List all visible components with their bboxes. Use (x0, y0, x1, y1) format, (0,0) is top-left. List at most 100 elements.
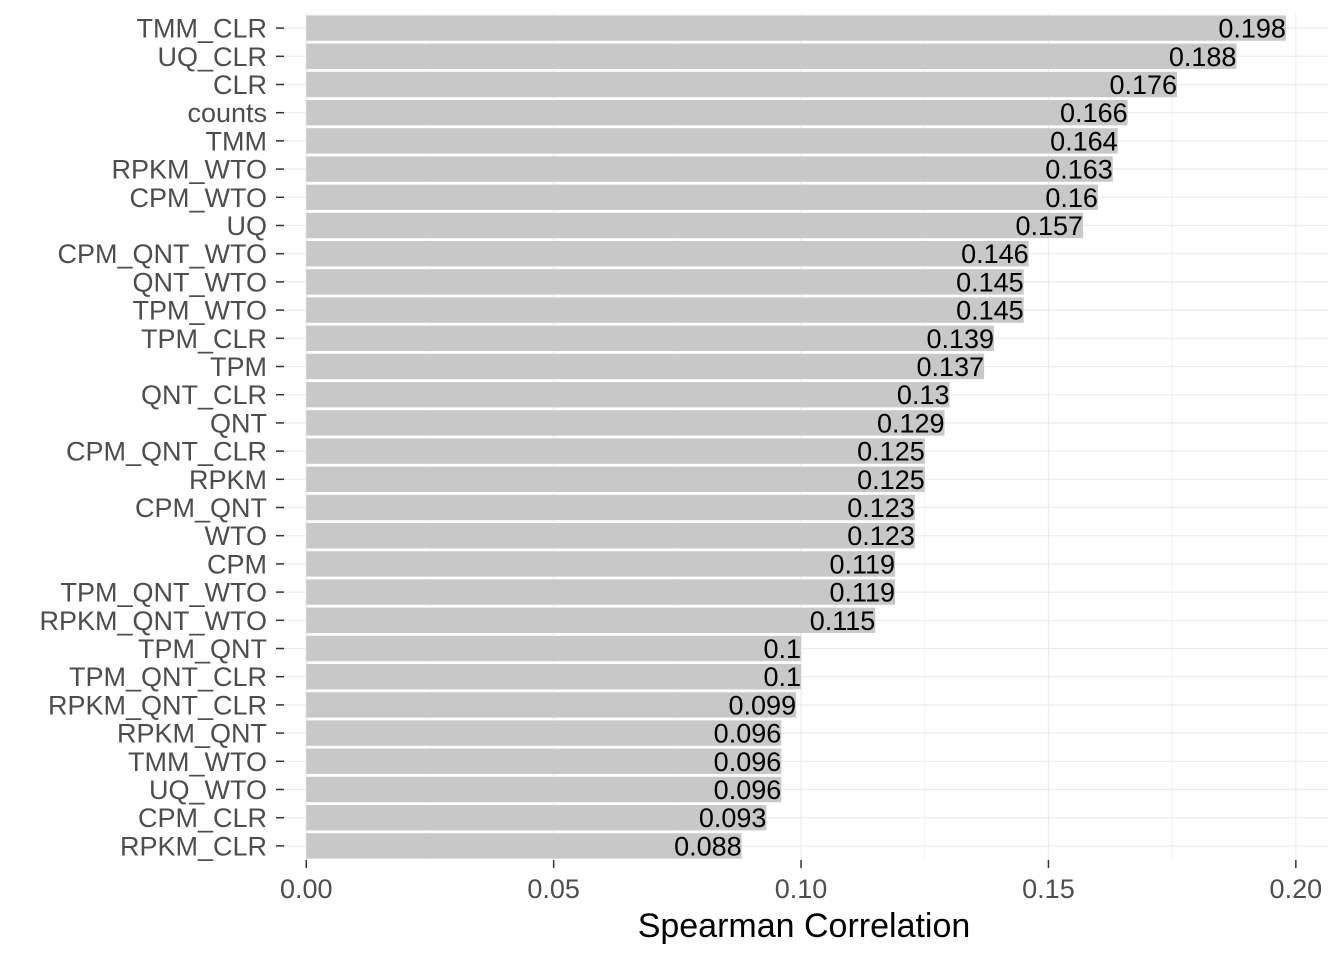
y-tick-label: TPM_QNT_WTO (60, 578, 267, 608)
value-label: 0.096 (714, 775, 782, 805)
y-tick-label: UQ (227, 211, 268, 241)
value-label: 0.188 (1169, 42, 1237, 72)
bar-tmm-clr (306, 15, 1286, 41)
y-tick-label: TMM_WTO (128, 747, 267, 777)
value-label: 0.115 (810, 606, 876, 636)
y-tick-label: TPM_CLR (141, 324, 267, 354)
value-label: 0.145 (956, 296, 1024, 326)
value-label: 0.1 (764, 634, 802, 664)
bar-tpm-wto (306, 297, 1024, 323)
bar-tpm (306, 353, 985, 380)
y-tick-label: QNT (210, 408, 267, 438)
value-label: 0.099 (729, 690, 797, 720)
bar-rpkm-clr (306, 833, 742, 859)
y-tick-label: CPM_QNT_WTO (57, 239, 267, 269)
y-tick-label: CPM_CLR (138, 803, 267, 833)
y-tick-label: RPKM_CLR (120, 831, 267, 861)
y-tick-label: TPM_QNT_CLR (69, 662, 267, 692)
x-tick-label: 0.15 (1022, 874, 1075, 904)
bar-tmm (306, 128, 1118, 154)
bar-tmm-wto (306, 748, 782, 774)
value-label: 0.093 (699, 803, 767, 833)
y-tick-label: CPM_QNT (135, 493, 267, 523)
bar-cpm-wto (306, 184, 1098, 210)
value-label: 0.119 (829, 578, 895, 608)
bar-qnt-clr (306, 382, 950, 408)
y-tick-label: RPKM_QNT_CLR (48, 690, 267, 720)
bar-rpkm-wto (306, 156, 1113, 182)
bar-rpkm-qnt (306, 720, 782, 746)
y-tick-label: counts (187, 98, 267, 128)
y-tick-label: RPKM_QNT (117, 719, 267, 749)
bar-rpkm-qnt-clr (306, 692, 797, 718)
x-axis: 0.00 0.05 0.10 0.15 0.20 (280, 860, 1322, 904)
y-tick-label: TPM (210, 352, 267, 382)
value-label: 0.129 (877, 408, 945, 438)
bar-cpm-qnt-wto (306, 241, 1029, 267)
value-label: 0.139 (926, 324, 994, 354)
bar-rpkm-qnt-wto (306, 607, 876, 633)
y-tick-label: UQ_CLR (157, 42, 267, 72)
bar-uq-clr (306, 43, 1237, 69)
y-tick-label: TMM_CLR (136, 14, 267, 44)
value-label: 0.088 (674, 831, 742, 861)
value-label: 0.125 (857, 465, 925, 495)
y-tick-label: UQ_WTO (149, 775, 267, 805)
y-tick-label: TPM_QNT (138, 634, 267, 664)
value-labels: 0.1980.1880.1760.1660.1640.1630.160.1570… (674, 14, 1286, 862)
x-tick-label: 0.00 (280, 874, 333, 904)
value-label: 0.1 (764, 662, 802, 692)
value-label: 0.13 (897, 380, 950, 410)
y-tick-label: CLR (213, 70, 267, 100)
bar-tpm-clr (306, 325, 995, 351)
y-tick-label: RPKM (189, 465, 267, 495)
value-label: 0.163 (1045, 155, 1113, 185)
bar-uq (306, 212, 1084, 239)
bar-counts (306, 100, 1128, 126)
value-label: 0.198 (1218, 14, 1286, 44)
y-tick-label: RPKM_WTO (111, 155, 267, 185)
x-tick-label: 0.10 (775, 874, 828, 904)
value-label: 0.096 (714, 719, 782, 749)
y-tick-label: CPM (207, 549, 267, 579)
bar-clr (306, 71, 1178, 98)
y-axis: TMM_CLRUQ_CLRCLRcountsTMMRPKM_WTOCPM_WTO… (39, 14, 284, 861)
y-tick-label: QNT_WTO (133, 267, 268, 297)
bar-cpm (306, 551, 896, 577)
value-label: 0.145 (956, 267, 1024, 297)
value-label: 0.16 (1045, 183, 1098, 213)
value-label: 0.137 (917, 352, 985, 382)
value-label: 0.096 (714, 747, 782, 777)
bar-tpm-qnt-wto (306, 579, 896, 605)
value-label: 0.157 (1016, 211, 1084, 241)
y-tick-label: CPM_QNT_CLR (66, 437, 267, 467)
y-tick-label: TPM_WTO (133, 296, 268, 326)
bar-cpm-clr (306, 805, 767, 831)
y-tick-label: CPM_WTO (129, 183, 267, 213)
y-tick-label: RPKM_QNT_WTO (39, 606, 267, 636)
x-axis-title: Spearman Correlation (638, 907, 971, 945)
x-tick-label: 0.05 (527, 874, 580, 904)
value-label: 0.164 (1050, 126, 1118, 156)
bar-cpm-qnt (306, 494, 915, 521)
value-label: 0.166 (1060, 98, 1128, 128)
y-tick-label: QNT_CLR (141, 380, 267, 410)
x-tick-label: 0.20 (1270, 874, 1323, 904)
value-label: 0.123 (847, 521, 915, 551)
bar-wto (306, 523, 915, 549)
bar-cpm-qnt-clr (306, 438, 925, 464)
bar-qnt-wto (306, 269, 1024, 295)
value-label: 0.125 (857, 437, 925, 467)
bar-tpm-qnt-clr (306, 664, 802, 690)
y-tick-label: TMM (206, 126, 267, 156)
y-tick-label: WTO (205, 521, 268, 551)
value-label: 0.176 (1110, 70, 1178, 100)
bar-qnt (306, 410, 945, 436)
bar-uq-wto (306, 776, 782, 803)
value-label: 0.123 (847, 493, 915, 523)
bar-rpkm (306, 466, 925, 492)
bar-tpm-qnt (306, 635, 802, 662)
bars (306, 15, 1286, 859)
value-label: 0.146 (961, 239, 1029, 269)
